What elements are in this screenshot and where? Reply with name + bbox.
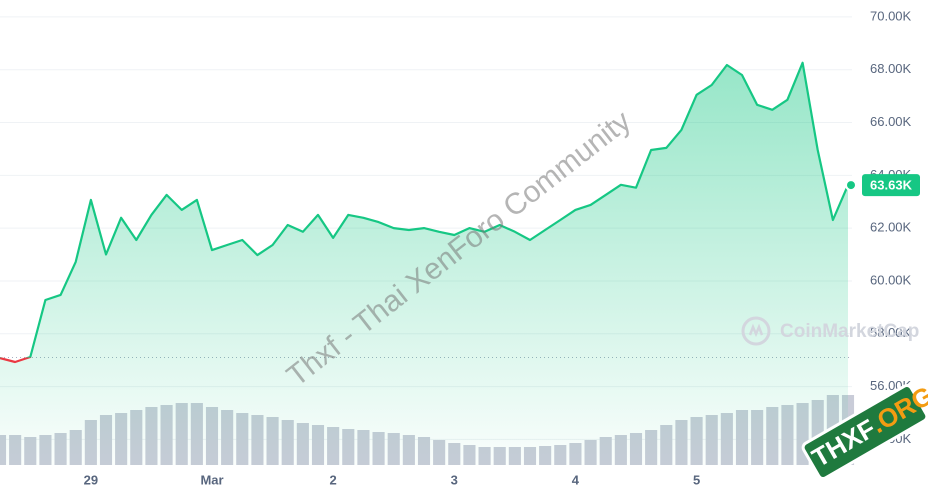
brand-watermark: CoinMarketCap [780, 321, 919, 342]
y-tick-label: 60.00K [870, 272, 912, 287]
y-tick-label: 66.00K [870, 114, 912, 129]
x-tick-label: 3 [451, 472, 458, 487]
price-area [0, 62, 848, 466]
price-line [0, 61, 850, 364]
y-tick-label: 62.00K [870, 220, 912, 235]
current-price-dot [845, 179, 857, 192]
x-tick-label: 4 [572, 472, 580, 487]
x-tick-label: 29 [84, 472, 98, 487]
y-tick-label: 68.00K [870, 61, 912, 76]
x-tick-label: Mar [200, 472, 223, 487]
x-tick-label: 2 [330, 472, 337, 487]
badge-box [801, 384, 928, 480]
y-tick-label: 58.00K [870, 325, 912, 340]
brand-logo [741, 316, 771, 346]
y-tick-label: 70.00K [870, 8, 912, 23]
x-tick-label: 5 [693, 472, 700, 487]
current-price-label: 63.63K [870, 178, 913, 193]
current-price-box [862, 174, 920, 197]
